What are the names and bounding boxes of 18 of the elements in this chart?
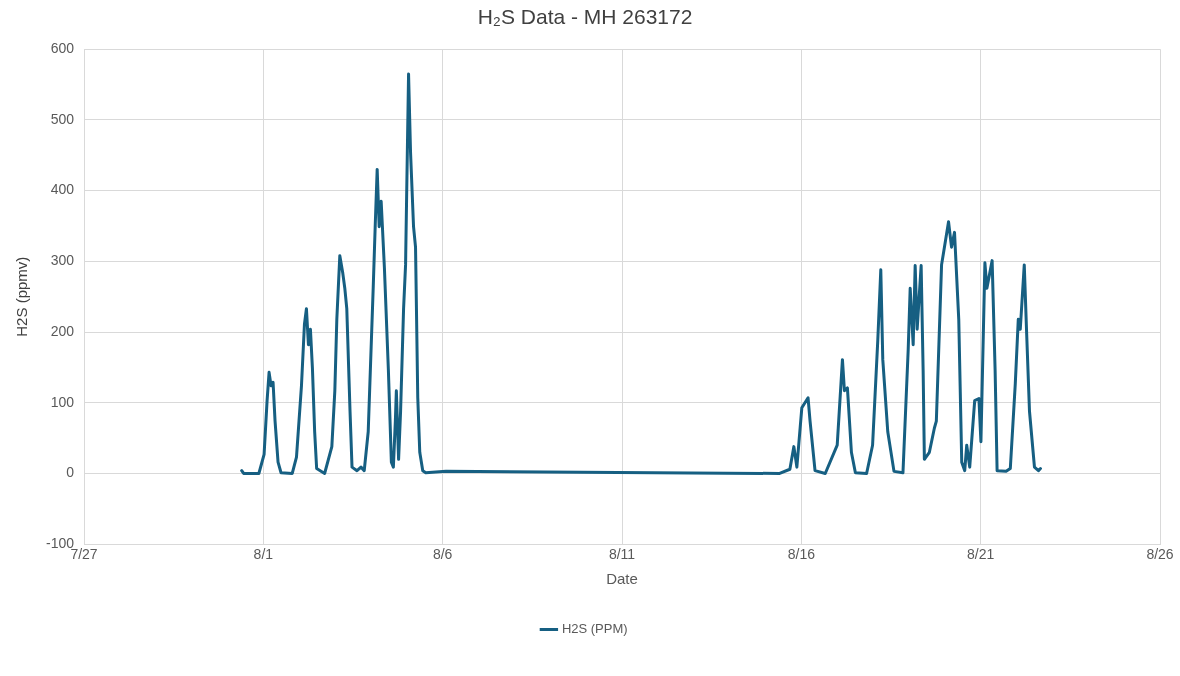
y-tick-label: 400 xyxy=(50,181,75,198)
x-tick-label: 8/21 xyxy=(967,546,995,563)
y-tick-label: 600 xyxy=(50,40,75,57)
legend-label: H2S (PPM) xyxy=(561,621,628,637)
y-tick-label: 200 xyxy=(50,322,75,339)
x-axis-title: Date xyxy=(606,570,638,588)
x-tick-label: 8/16 xyxy=(787,546,816,563)
y-tick-label: 500 xyxy=(50,110,75,127)
y-tick-label: 100 xyxy=(50,393,75,410)
x-tick-label: 8/11 xyxy=(608,546,636,563)
x-tick-label: 8/26 xyxy=(1146,546,1174,563)
x-tick-label: 8/6 xyxy=(432,546,453,563)
x-tick-label: 8/1 xyxy=(253,546,274,563)
y-tick-label: 300 xyxy=(50,252,75,269)
y-tick-label: -100 xyxy=(45,535,75,552)
y-tick-label: 0 xyxy=(66,464,75,481)
chart-title: H₂S Data - MH 263172 xyxy=(477,5,693,29)
y-axis-title: H2S (ppmv) xyxy=(13,256,31,337)
